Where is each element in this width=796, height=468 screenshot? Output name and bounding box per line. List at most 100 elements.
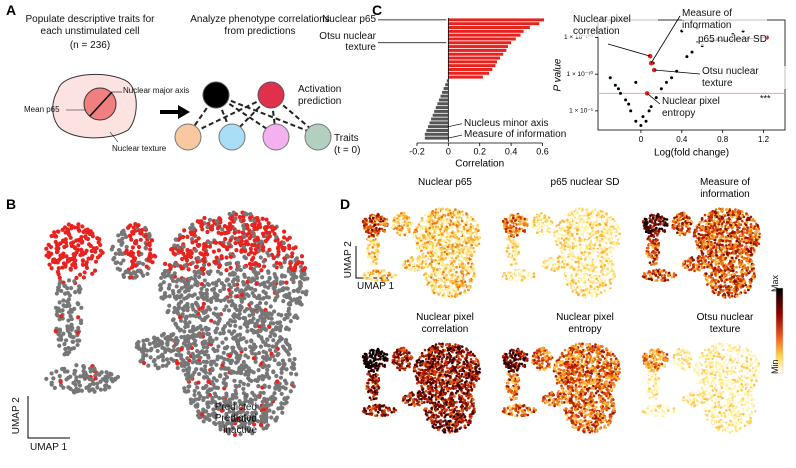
umap-point: [119, 243, 123, 247]
umap-point: [206, 405, 210, 409]
umap-point: [446, 291, 449, 294]
umap-point: [448, 226, 451, 229]
umap-point: [460, 265, 463, 268]
umap-point: [203, 278, 207, 282]
umap-point: [76, 315, 80, 319]
umap-point: [450, 247, 453, 250]
umap-point: [191, 373, 195, 377]
umap-point: [262, 281, 266, 285]
umap-point: [232, 272, 236, 276]
umap-point: [476, 236, 479, 239]
umap-point: [393, 219, 396, 222]
umap-point: [272, 263, 276, 267]
umap-point: [471, 268, 474, 271]
umap-point: [241, 218, 245, 222]
umap-point: [293, 266, 297, 270]
umap-point: [242, 227, 246, 231]
umap-point: [146, 364, 150, 368]
umap-point: [284, 348, 288, 352]
umap-point: [229, 255, 233, 259]
umap-point: [143, 234, 147, 238]
umap-point: [148, 254, 152, 258]
node: [258, 82, 284, 108]
umap-point: [556, 264, 559, 267]
umap-point: [613, 272, 616, 275]
umap-point: [425, 276, 428, 279]
umap-point: [196, 244, 200, 248]
umap-point: [184, 264, 188, 268]
umap-point: [54, 369, 58, 373]
umap-point: [505, 250, 508, 253]
umap-point: [175, 284, 179, 288]
umap-point: [252, 219, 256, 223]
umap-point: [437, 280, 440, 283]
umap-point: [421, 254, 424, 257]
umap-point: [595, 271, 598, 274]
umap-point: [280, 406, 284, 410]
umap-point: [63, 352, 67, 356]
umap-point: [186, 339, 190, 343]
umap-point: [204, 371, 208, 375]
umap-point: [239, 268, 243, 272]
umap-point: [55, 312, 59, 316]
umap-point: [214, 386, 218, 390]
umap-point: [533, 219, 536, 222]
umap-point: [262, 259, 266, 263]
umap-point: [397, 221, 400, 224]
umap-point: [559, 241, 562, 244]
umap-point: [281, 299, 285, 303]
umap-point: [230, 290, 234, 294]
umap-point: [445, 239, 448, 242]
umap-point: [165, 357, 169, 361]
umap-point: [220, 256, 224, 260]
umap-point: [168, 263, 172, 267]
umap-point: [100, 370, 104, 374]
umap-point: [618, 233, 621, 236]
umap-point: [280, 411, 284, 415]
umap-point: [400, 212, 403, 215]
umap-point: [194, 239, 198, 243]
umap-point: [606, 257, 609, 260]
node: [305, 124, 331, 150]
umap-point: [248, 345, 252, 349]
umap-point: [153, 363, 157, 367]
umap-point: [262, 319, 266, 323]
umap-point: [274, 235, 278, 239]
umap-point: [429, 267, 432, 270]
umap-point: [425, 223, 428, 226]
umap-point: [259, 337, 263, 341]
umap-point: [368, 252, 371, 255]
umap-point: [47, 243, 51, 247]
umap-point: [94, 260, 98, 264]
umap-point: [422, 241, 425, 244]
umap-point: [178, 295, 182, 299]
umap-point: [559, 258, 562, 261]
umap-point: [470, 232, 473, 235]
umap-point: [374, 219, 377, 222]
umap-point: [522, 220, 525, 223]
umap-point: [507, 256, 510, 259]
umap-point: [186, 362, 190, 366]
umap-point: [179, 335, 183, 339]
umap-point: [173, 295, 177, 299]
umap-point: [92, 246, 96, 250]
umap-point: [242, 265, 246, 269]
umap-point: [116, 267, 120, 271]
umap-point: [470, 249, 473, 252]
umap-point: [265, 354, 269, 358]
umap-point: [44, 247, 48, 251]
umap-point: [185, 235, 189, 239]
umap-point: [254, 282, 258, 286]
umap-point: [228, 323, 232, 327]
umap-point: [435, 251, 438, 254]
umap-point: [56, 229, 60, 233]
umap-point: [466, 219, 469, 222]
umap-point: [173, 262, 177, 266]
umap-point: [459, 223, 462, 226]
umap-point: [442, 271, 445, 274]
umap-point: [443, 251, 446, 254]
umap-point: [47, 262, 51, 266]
umap-point: [549, 258, 552, 261]
umap-point: [187, 351, 191, 355]
umap-point: [273, 226, 277, 230]
